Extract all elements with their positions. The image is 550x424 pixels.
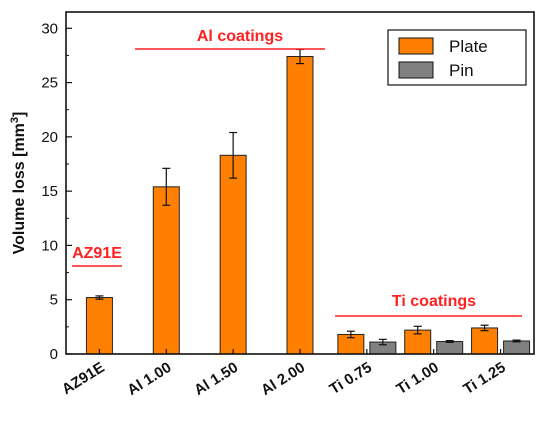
x-tick-label-az91e: AZ91E — [59, 359, 108, 398]
error-bar-pin-ti-1-25 — [512, 339, 521, 343]
x-tick-label-ti-1-25: Ti 1.25 — [460, 359, 508, 398]
y-axis: 0 5 10 15 20 25 30 — [41, 20, 72, 363]
y-tick-label-20: 20 — [41, 129, 58, 146]
error-bar-plate-ti-1-00 — [413, 325, 422, 335]
x-tick-label-al-1-00: Al 1.00 — [124, 359, 174, 399]
y-axis-title-end: ] — [11, 112, 28, 117]
legend-swatch-plate — [398, 37, 434, 55]
error-bar-pin-ti-1-00 — [445, 340, 454, 343]
bar-pin-ti-1-25 — [503, 340, 531, 355]
annotation-az91e: AZ91E — [72, 245, 122, 262]
legend-label-pin: Pin — [449, 61, 474, 80]
error-bar-pin-ti-0-75 — [378, 338, 387, 346]
annotation-ti-coatings: Ti coatings — [392, 293, 476, 310]
y-tick-label-10: 10 — [41, 237, 58, 254]
error-bar-plate-al-1-50 — [229, 131, 238, 179]
bar-plate-al-1-50 — [219, 154, 247, 355]
bar-plate-al-2-00 — [286, 56, 314, 355]
annotations-layer: AZ91E Al coatings Ti coatings — [72, 28, 522, 317]
error-bar-plate-az91e — [95, 295, 104, 300]
annotation-al-coatings: Al coatings — [197, 28, 283, 45]
bar-plate-az91e — [85, 297, 113, 355]
x-tick-label-al-2-00: Al 2.00 — [258, 359, 308, 399]
error-bars-layer — [95, 48, 521, 346]
bar-plate-al-1-00 — [152, 186, 180, 355]
x-axis: AZ91E Al 1.00 Al 1.50 Al 2.00 Ti 0.75 Ti 1.00… — [59, 349, 509, 399]
bar-pin-ti-1-00 — [436, 341, 464, 355]
legend-label-plate: Plate — [449, 37, 488, 56]
legend: Plate Pin — [387, 29, 527, 86]
x-tick-label-ti-0-75: Ti 0.75 — [327, 359, 375, 398]
x-tick-label-al-1-50: Al 1.50 — [191, 359, 241, 399]
y-tick-label-15: 15 — [41, 183, 58, 200]
error-bar-plate-ti-0-75 — [346, 330, 355, 339]
bar-plate-ti-1-25 — [471, 327, 499, 355]
error-bar-plate-ti-1-25 — [480, 324, 489, 332]
y-axis-title: Volume loss [mm3] — [9, 112, 28, 255]
y-tick-label-25: 25 — [41, 75, 58, 92]
y-tick-label-0: 0 — [50, 346, 58, 363]
error-bar-plate-al-1-00 — [162, 167, 171, 206]
x-tick-label-ti-1-00: Ti 1.00 — [393, 359, 441, 398]
legend-swatch-pin — [398, 61, 434, 79]
y-tick-label-5: 5 — [50, 292, 58, 309]
y-axis-title-superscript: 3 — [9, 117, 21, 123]
y-tick-label-30: 30 — [41, 20, 58, 37]
